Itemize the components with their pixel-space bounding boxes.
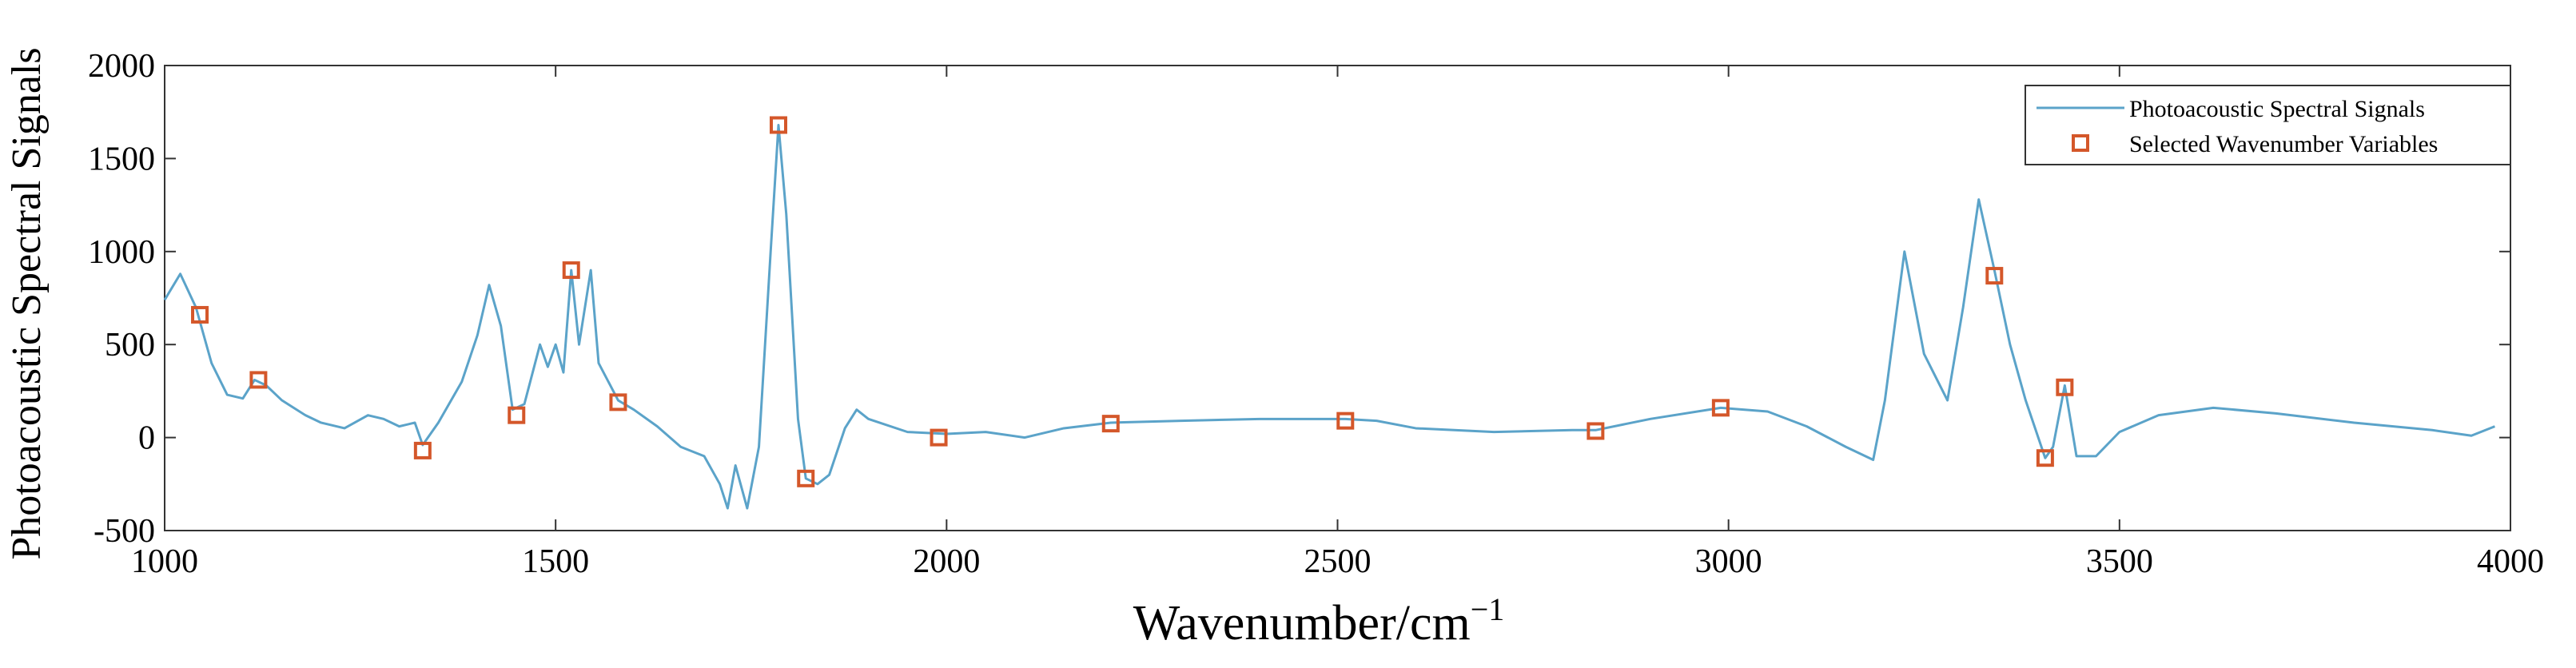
x-tick-label: 1500: [522, 543, 589, 580]
selected-marker: [249, 371, 268, 389]
legend-label: Selected Wavenumber Variables: [2129, 131, 2438, 157]
x-tick-label: 3000: [1695, 543, 1762, 580]
x-tick-label: 1000: [131, 543, 198, 580]
selected-marker: [769, 116, 787, 134]
selected-marker: [609, 393, 627, 412]
selected-marker: [562, 261, 580, 280]
selected-marker: [1101, 415, 1120, 433]
x-tick-label: 2000: [913, 543, 980, 580]
x-axis-label-text: Wavenumber/cm: [1133, 596, 1471, 650]
y-tick-label: 1000: [88, 234, 155, 271]
selected-marker: [1985, 267, 2004, 285]
legend-marker: [2072, 134, 2089, 152]
x-axis-label-sup: −1: [1471, 591, 1505, 627]
selected-marker: [930, 428, 948, 447]
x-axis-label: Wavenumber/cm−1: [1133, 591, 1505, 650]
x-tick-label: 3500: [2086, 543, 2153, 580]
legend-label: Photoacoustic Spectral Signals: [2129, 96, 2425, 122]
selected-marker: [797, 469, 815, 487]
y-tick-label: -500: [94, 513, 155, 550]
y-axis-label: Photoacoustic Spectral Signals: [4, 47, 50, 559]
x-tick-label: 2500: [1304, 543, 1372, 580]
y-tick-label: 0: [138, 420, 155, 457]
spectrum-line: [163, 123, 2495, 510]
selected-marker: [191, 305, 209, 324]
legend-box: [2025, 85, 2511, 165]
y-tick-label: 500: [105, 327, 155, 364]
selected-marker: [1711, 399, 1730, 417]
selected-marker: [508, 406, 526, 424]
selected-marker: [1587, 422, 1605, 440]
y-tick-label: 1500: [88, 141, 155, 177]
y-tick-label: 2000: [88, 48, 155, 85]
selected-marker: [1336, 412, 1355, 430]
x-tick-label: 4000: [2477, 543, 2544, 580]
selected-marker: [413, 441, 432, 459]
selected-marker: [2056, 378, 2074, 396]
selected-marker: [2036, 449, 2054, 467]
